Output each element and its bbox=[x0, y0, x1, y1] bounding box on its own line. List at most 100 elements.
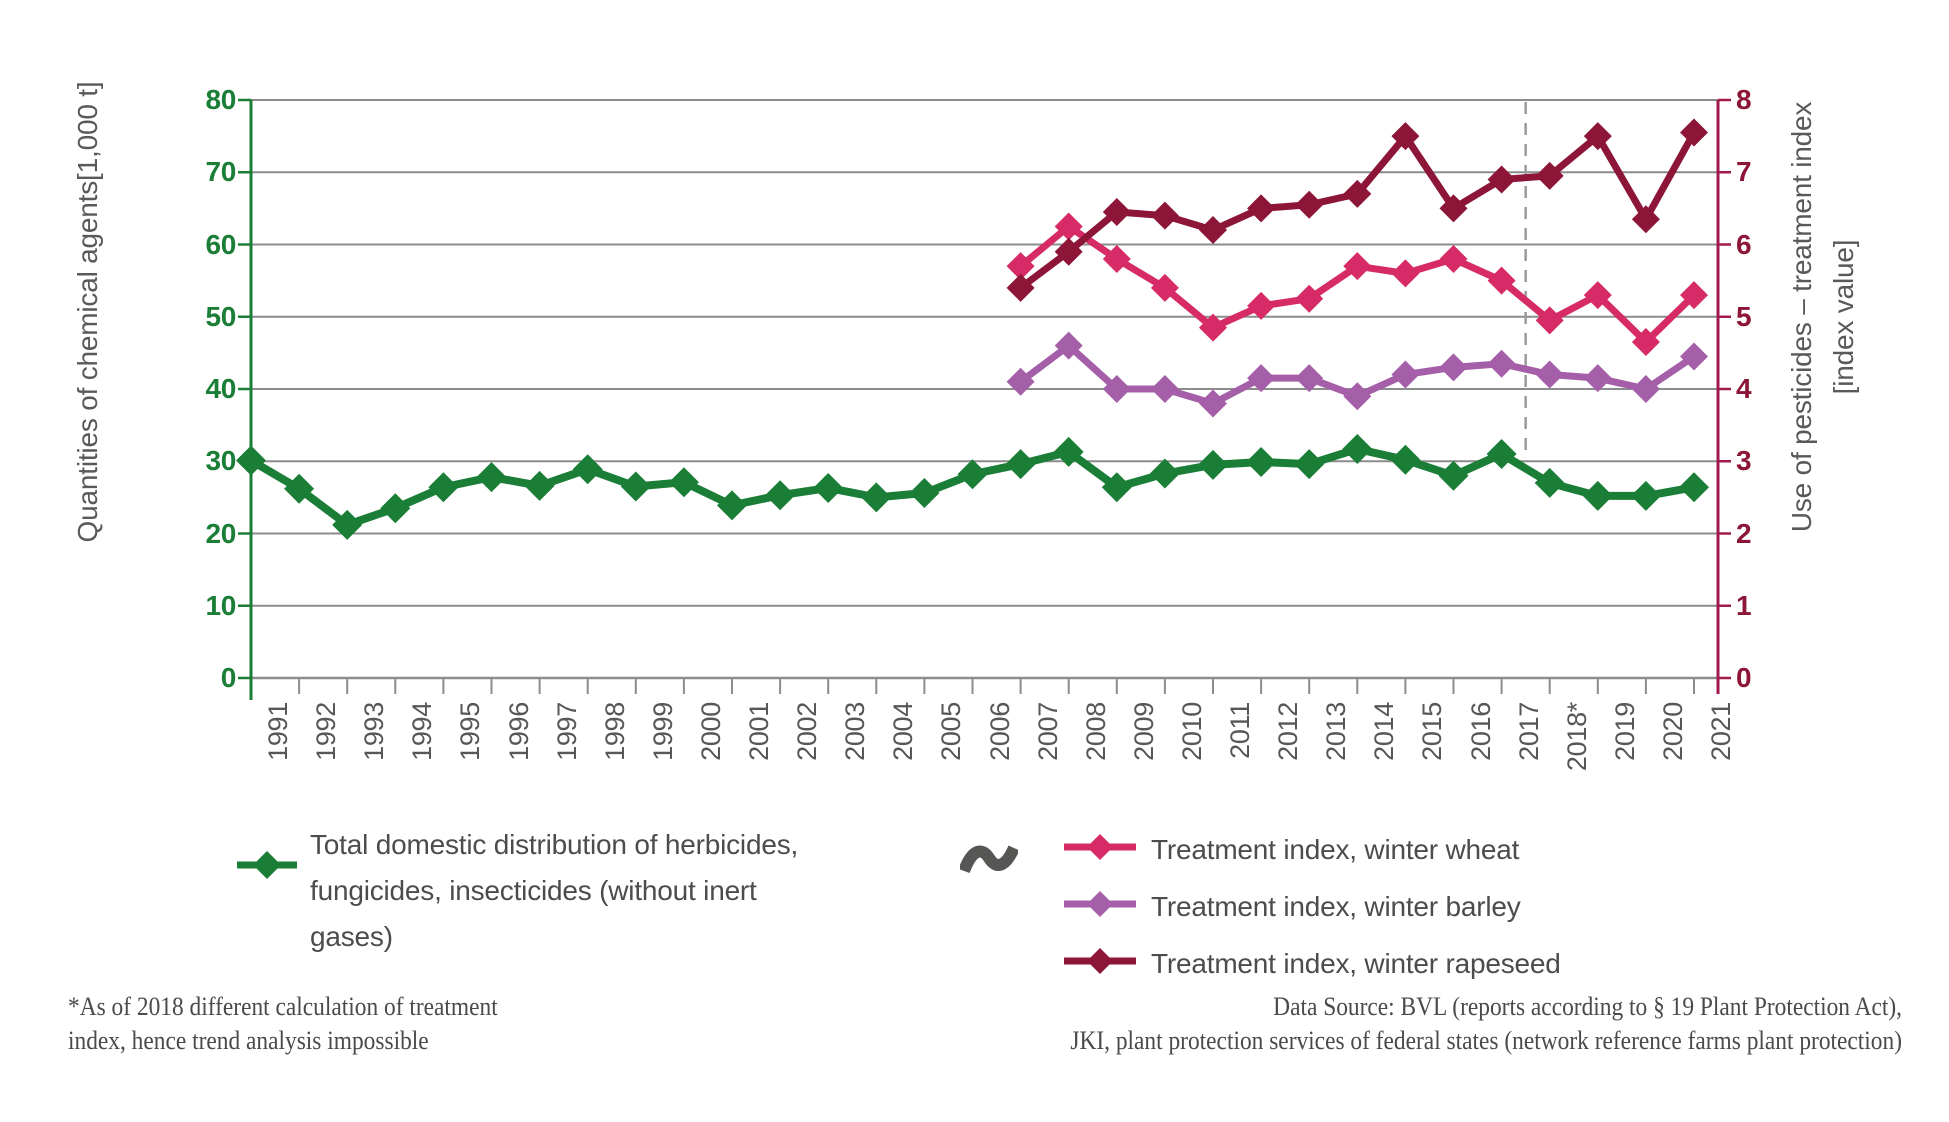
data-point bbox=[1101, 472, 1132, 503]
data-point bbox=[1487, 165, 1516, 194]
legend-label-distribution: Total domestic distribution of herbicide… bbox=[310, 829, 799, 952]
data-point bbox=[1390, 444, 1421, 475]
x-axis-label-2010: 2010 bbox=[1176, 702, 1207, 761]
left-axis-title: Quantities of chemical agents[1,000 t] bbox=[72, 81, 103, 543]
legend-marker-distribution bbox=[236, 848, 298, 887]
left-axis-label-70: 70 bbox=[205, 156, 236, 188]
right-axis-label-5: 5 bbox=[1736, 300, 1752, 332]
right-axis-label-2: 2 bbox=[1736, 517, 1752, 549]
data-point bbox=[1631, 375, 1660, 403]
left-axis-label-80: 80 bbox=[205, 84, 236, 115]
x-axis-label-2020: 2020 bbox=[1657, 702, 1688, 761]
data-point bbox=[1487, 266, 1516, 295]
x-axis-label-1992: 1992 bbox=[311, 702, 342, 761]
data-point bbox=[1199, 389, 1227, 418]
data-point bbox=[1247, 291, 1276, 320]
data-point bbox=[1343, 179, 1372, 208]
data-source-note: Data Source: BVL (reports according to §… bbox=[1070, 992, 1902, 1055]
x-axis-label-2018: 2018* bbox=[1561, 702, 1592, 772]
x-axis-label-2008: 2008 bbox=[1080, 702, 1111, 761]
left-axis-label-30: 30 bbox=[205, 445, 236, 477]
x-axis-label-1996: 1996 bbox=[503, 702, 534, 761]
data-point bbox=[1680, 118, 1708, 147]
data-point bbox=[1679, 472, 1709, 503]
data-point bbox=[1199, 313, 1227, 342]
data-point bbox=[428, 472, 459, 503]
data-point bbox=[1680, 342, 1708, 371]
asterisk-footnote: *As of 2018 different calculation of tre… bbox=[68, 992, 498, 1055]
x-axis-label-1993: 1993 bbox=[359, 702, 390, 761]
left-axis-label-60: 60 bbox=[205, 228, 236, 260]
data-point bbox=[1102, 244, 1131, 273]
x-axis-label-2012: 2012 bbox=[1273, 702, 1304, 761]
legend-item-barley: Treatment index, winter barley bbox=[1063, 887, 1521, 926]
x-axis-label-2001: 2001 bbox=[744, 702, 774, 761]
data-point bbox=[1247, 364, 1276, 393]
right-axis-label-0: 0 bbox=[1736, 662, 1752, 693]
data-point bbox=[1343, 382, 1372, 411]
data-point bbox=[1246, 446, 1277, 477]
data-point bbox=[332, 509, 363, 540]
data-point bbox=[1199, 216, 1227, 245]
x-axis-label-2007: 2007 bbox=[1032, 702, 1063, 761]
data-point bbox=[524, 470, 555, 501]
data-point bbox=[1102, 197, 1131, 226]
x-axis-label-2006: 2006 bbox=[984, 702, 1015, 761]
legend-item-rapeseed: Treatment index, winter rapeseed bbox=[1063, 944, 1561, 983]
data-point bbox=[1486, 439, 1517, 470]
line-chart-plot bbox=[236, 98, 1731, 700]
right-axis-label-8: 8 bbox=[1736, 84, 1752, 115]
data-point bbox=[765, 480, 796, 511]
data-point bbox=[1535, 161, 1564, 190]
data-point bbox=[668, 467, 699, 498]
data-point bbox=[1343, 252, 1372, 281]
legend-marker-barley bbox=[1063, 887, 1137, 926]
data-point bbox=[1054, 331, 1083, 360]
data-point bbox=[284, 473, 315, 504]
left-axis-label-10: 10 bbox=[205, 589, 236, 621]
data-point bbox=[476, 462, 507, 493]
right-axis-label-3: 3 bbox=[1736, 445, 1752, 477]
x-axis-label-2013: 2013 bbox=[1321, 702, 1352, 761]
data-point bbox=[1583, 122, 1612, 151]
data-point bbox=[1150, 375, 1179, 403]
data-point bbox=[1150, 201, 1179, 230]
data-point bbox=[1198, 449, 1228, 480]
data-point bbox=[1535, 306, 1564, 335]
x-axis-label-1999: 1999 bbox=[647, 702, 678, 761]
legend-item-wheat: Treatment index, winter wheat bbox=[1063, 830, 1519, 869]
legend-marker-rapeseed bbox=[1063, 944, 1137, 983]
data-point bbox=[1391, 360, 1420, 389]
data-point bbox=[1535, 360, 1564, 389]
data-point bbox=[717, 490, 747, 521]
right-axis-label-4: 4 bbox=[1736, 373, 1752, 404]
x-axis-label-2005: 2005 bbox=[936, 702, 967, 761]
data-point bbox=[1295, 364, 1324, 393]
data-point bbox=[1102, 375, 1131, 403]
legend-label-rapeseed: Treatment index, winter rapeseed bbox=[1151, 947, 1561, 979]
data-point bbox=[236, 445, 266, 476]
data-point bbox=[1630, 480, 1661, 511]
x-axis-label-2004: 2004 bbox=[888, 702, 919, 761]
data-point bbox=[1391, 259, 1420, 288]
right-axis-label-1: 1 bbox=[1736, 589, 1752, 621]
data-point bbox=[1583, 364, 1612, 393]
x-axis-label-2014: 2014 bbox=[1369, 702, 1400, 761]
data-point bbox=[380, 493, 411, 524]
data-point bbox=[620, 471, 651, 502]
x-axis-label-1998: 1998 bbox=[599, 702, 630, 761]
data-point bbox=[1247, 194, 1276, 223]
x-axis-label-2002: 2002 bbox=[792, 702, 823, 761]
x-axis-label-1997: 1997 bbox=[551, 702, 582, 761]
data-point bbox=[1295, 284, 1324, 313]
series-break-wave-icon bbox=[958, 840, 1020, 885]
left-axis-label-20: 20 bbox=[205, 517, 236, 549]
legend-label-barley: Treatment index, winter barley bbox=[1151, 890, 1521, 922]
x-axis-label-1991: 1991 bbox=[263, 702, 293, 761]
data-point bbox=[813, 472, 844, 503]
data-point bbox=[1582, 480, 1613, 511]
data-point bbox=[1391, 122, 1420, 151]
data-point bbox=[1053, 436, 1084, 467]
data-point bbox=[1534, 467, 1565, 498]
data-point bbox=[861, 482, 892, 513]
